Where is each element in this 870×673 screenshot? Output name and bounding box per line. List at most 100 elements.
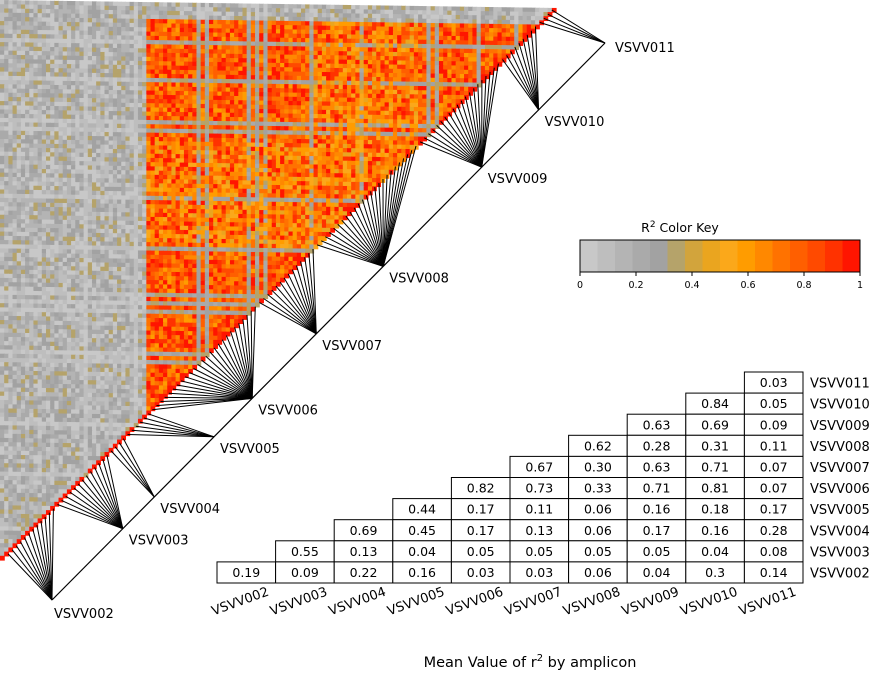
ld-cell	[246, 125, 252, 131]
ld-cell	[121, 81, 127, 87]
ld-cell	[192, 99, 198, 105]
ld-cell	[75, 173, 81, 179]
ld-cell	[447, 48, 453, 54]
ld-cell	[188, 49, 193, 54]
ld-cell	[66, 114, 72, 120]
ld-cell	[271, 104, 277, 110]
ld-cell	[146, 61, 152, 66]
ld-cell	[305, 181, 310, 187]
ld-cell	[79, 64, 85, 70]
ld-cell	[518, 11, 524, 17]
ld-cell	[79, 152, 85, 158]
ld-cell	[280, 79, 285, 85]
ld-cell	[133, 145, 139, 150]
ld-cell	[476, 44, 482, 50]
ld-cell	[334, 190, 340, 195]
ld-cell	[229, 91, 235, 97]
ld-cell	[409, 56, 415, 62]
ld-cell	[250, 75, 256, 80]
ld-cell	[121, 18, 127, 24]
ld-cell	[167, 57, 172, 62]
ld-cell	[0, 54, 5, 60]
ld-cell	[54, 34, 60, 40]
ld-cell	[20, 160, 26, 166]
ld-cell	[100, 169, 106, 175]
ld-cell	[271, 163, 277, 169]
ld-cell	[108, 140, 114, 146]
ld-cell	[334, 76, 340, 82]
ld-cell	[342, 93, 348, 99]
ld-cell	[16, 126, 22, 132]
ld-cell	[125, 115, 131, 121]
ld-cell	[213, 154, 218, 160]
ld-cell	[392, 115, 398, 120]
ld-cell	[4, 0, 9, 5]
ld-cell	[292, 92, 298, 98]
ld-cell	[4, 42, 9, 47]
ld-cell	[83, 26, 89, 32]
ld-cell	[133, 14, 139, 20]
ld-cell	[317, 4, 323, 10]
ld-cell	[50, 160, 55, 166]
ld-cell	[271, 71, 277, 77]
ld-cell	[87, 68, 93, 74]
ld-cell	[192, 65, 198, 71]
ld-cell	[367, 55, 373, 61]
ld-cell	[292, 164, 298, 170]
ld-cell	[66, 169, 72, 175]
ld-cell	[154, 14, 160, 20]
ld-cell	[300, 80, 306, 85]
ld-cell	[12, 147, 18, 153]
ld-cell	[217, 57, 223, 63]
ld-cell	[242, 104, 248, 110]
ld-cell	[129, 170, 135, 176]
ld-cell	[367, 89, 373, 95]
ld-cell	[104, 64, 110, 70]
ld-cell	[213, 66, 218, 72]
ld-cell	[54, 135, 60, 141]
ld-cell	[384, 131, 390, 137]
ld-cell	[66, 85, 72, 90]
ld-cell	[359, 118, 365, 124]
ld-cell	[192, 120, 198, 126]
ld-cell	[221, 53, 227, 59]
ld-cell	[104, 123, 110, 129]
ld-cell	[380, 5, 386, 11]
ld-cell	[372, 60, 377, 65]
ld-cell	[71, 114, 76, 120]
ld-cell	[296, 101, 302, 106]
ld-cell	[380, 26, 386, 32]
ld-cell	[96, 26, 101, 32]
ld-cell	[342, 131, 348, 137]
ld-cell	[409, 115, 415, 121]
ld-cell	[422, 119, 428, 125]
ld-cell	[108, 169, 114, 175]
ld-cell	[183, 15, 189, 21]
ld-cell	[397, 77, 402, 83]
ld-cell	[418, 52, 423, 58]
ld-cell	[158, 14, 164, 20]
ld-cell	[305, 8, 310, 14]
ld-cell	[397, 123, 402, 129]
ld-cell	[388, 43, 394, 49]
ld-cell	[91, 173, 97, 179]
ld-cell	[280, 180, 285, 186]
ld-cell	[33, 4, 39, 10]
ld-cell	[380, 68, 386, 74]
ld-cell	[171, 82, 177, 88]
ld-cell	[129, 182, 135, 188]
ld-cell	[359, 182, 365, 187]
ld-cell	[225, 20, 231, 25]
ld-cell	[292, 21, 298, 26]
ld-cell	[112, 18, 118, 24]
ld-cell	[338, 181, 344, 187]
ld-cell	[250, 41, 256, 47]
ld-cell	[142, 153, 147, 159]
ld-cell	[108, 31, 114, 36]
ld-cell	[259, 24, 264, 30]
ld-cell	[468, 27, 473, 33]
ld-cell	[346, 118, 352, 124]
ld-cell	[225, 11, 231, 17]
ld-cell	[108, 47, 114, 53]
ld-cell	[271, 155, 277, 161]
